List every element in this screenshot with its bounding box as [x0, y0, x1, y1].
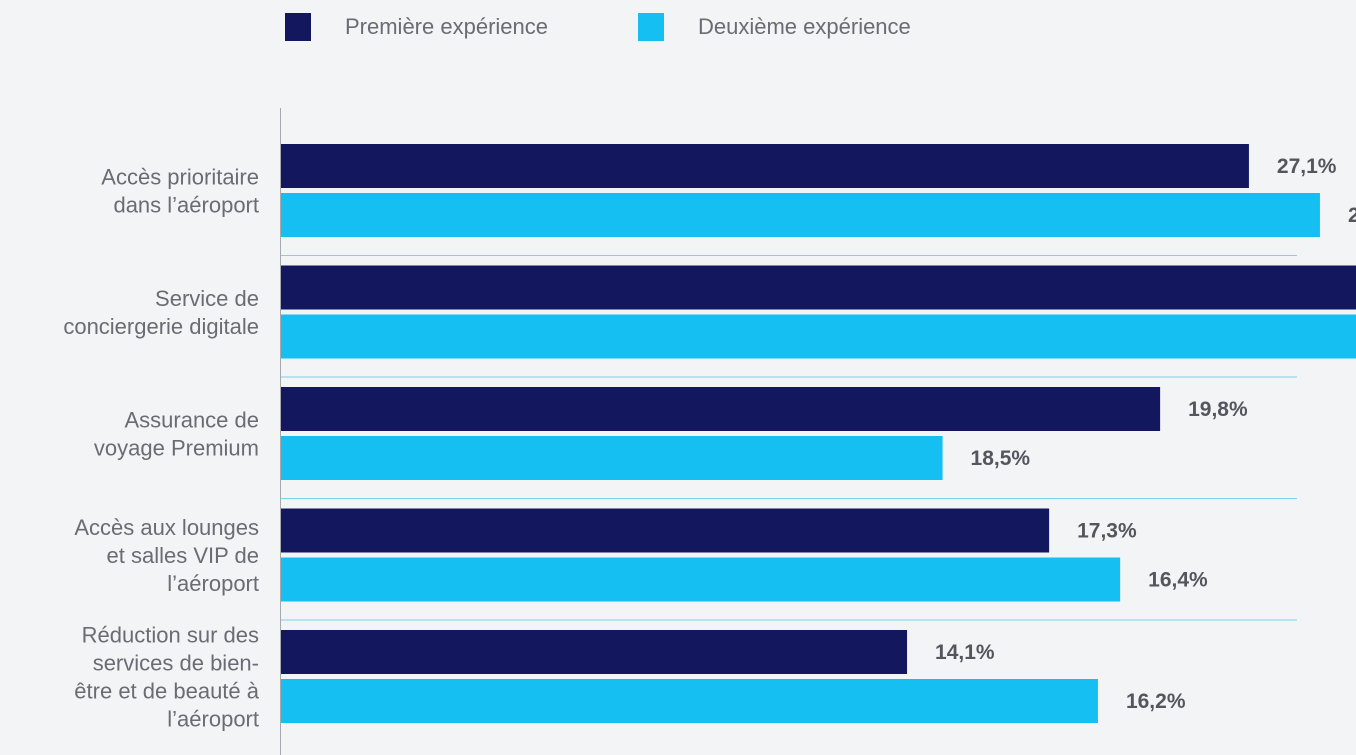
bar-deuxieme-2	[281, 314, 1356, 359]
legend-label-2: Deuxième expérience	[698, 14, 911, 39]
legend: Première expérience Deuxième expérience	[285, 13, 911, 41]
value-label-deuxieme-4: 16,4%	[1148, 569, 1208, 592]
category-label-1: Accès prioritaire dans l’aéroport	[101, 165, 259, 218]
value-label-deuxieme-5: 16,2%	[1126, 690, 1186, 713]
legend-label-1: Première expérience	[345, 14, 548, 39]
category-label-3: Assurance de voyage Premium	[94, 408, 259, 461]
bar-deuxieme-4	[281, 557, 1121, 602]
bar-premiere-1	[281, 144, 1249, 188]
bar-deuxieme-3	[281, 436, 943, 480]
value-labels: 27,1%28,4%21,8%20,5%19,8%18,5%17,3%16,4%…	[935, 155, 1356, 713]
bar-premiere-5	[281, 630, 908, 674]
legend-swatch-2	[638, 13, 664, 41]
value-label-premiere-5: 14,1%	[935, 641, 995, 664]
value-label-premiere-3: 19,8%	[1188, 398, 1248, 421]
bar-premiere-2	[281, 265, 1356, 310]
value-label-deuxieme-3: 18,5%	[971, 447, 1031, 470]
value-label-premiere-4: 17,3%	[1077, 520, 1137, 543]
category-label-2: Service de conciergerie digitale	[63, 286, 259, 339]
category-labels: Accès prioritaire dans l’aéroport Service …	[63, 165, 259, 732]
value-label-deuxieme-1: 28,4%	[1348, 204, 1356, 227]
bar-deuxieme-1	[281, 193, 1320, 237]
value-label-premiere-1: 27,1%	[1277, 155, 1337, 178]
bars	[281, 144, 1356, 723]
group-separators	[281, 255, 1297, 621]
legend-swatch-1	[285, 13, 311, 41]
bar-deuxieme-5	[281, 679, 1098, 723]
category-label-5: Réduction sur des services de bien-être e…	[74, 623, 259, 732]
category-label-4: Accès aux lounges et salles VIP de l’aérop…	[74, 515, 259, 596]
bar-premiere-3	[281, 387, 1161, 431]
bar-premiere-4	[281, 508, 1050, 553]
